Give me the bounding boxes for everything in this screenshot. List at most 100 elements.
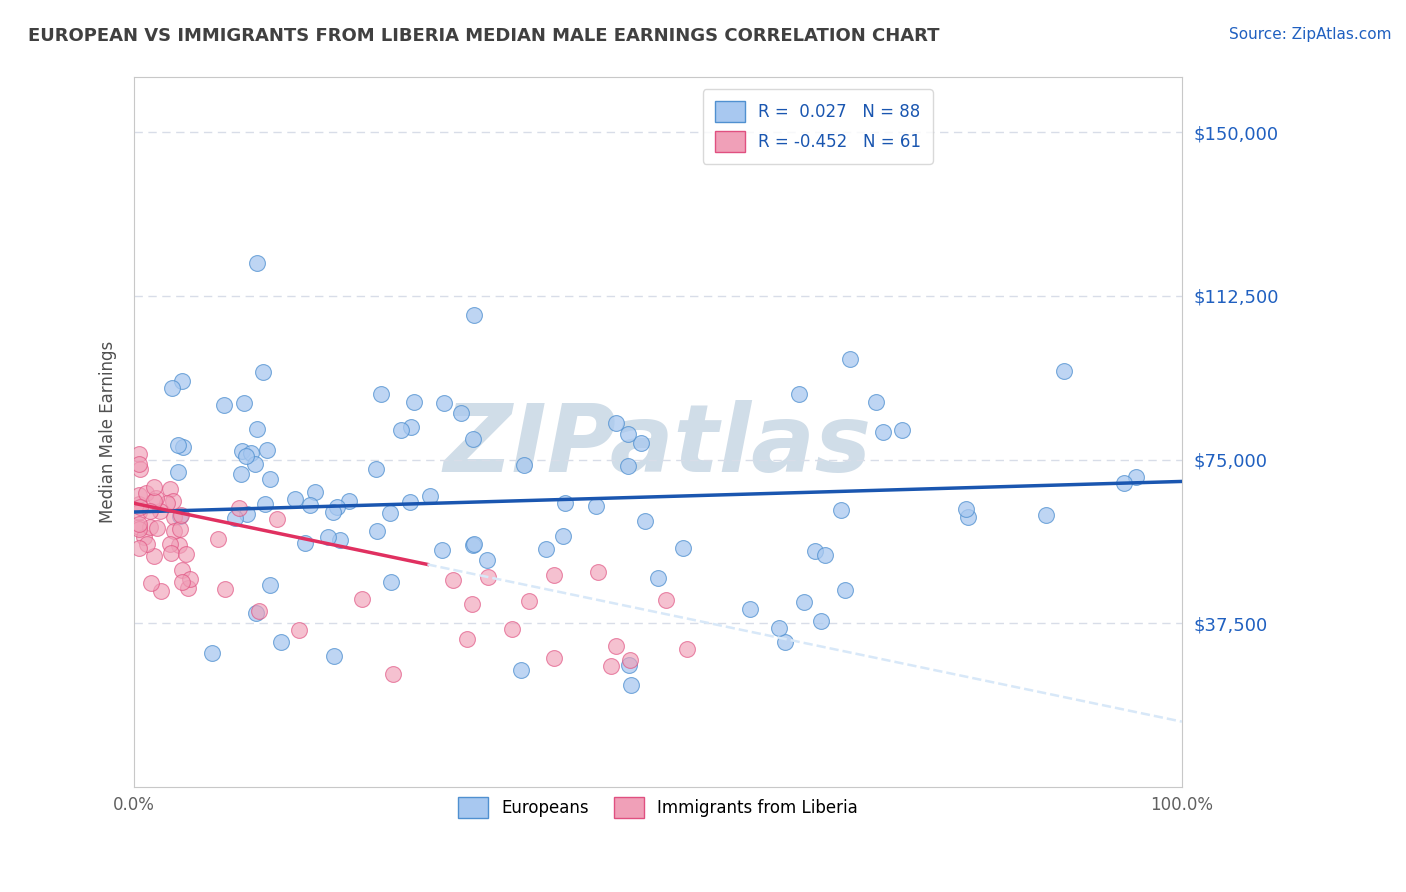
- Point: [256, 442, 278, 457]
- Point: [128, 517, 150, 532]
- Point: [366, 524, 388, 538]
- Point: [128, 500, 150, 515]
- Point: [128, 519, 150, 533]
- Point: [172, 440, 194, 454]
- Point: [585, 499, 607, 513]
- Point: [380, 574, 402, 589]
- Point: [150, 584, 173, 599]
- Point: [517, 594, 540, 608]
- Point: [890, 423, 912, 437]
- Point: [787, 386, 810, 401]
- Point: [865, 395, 887, 409]
- Point: [322, 505, 344, 519]
- Point: [834, 582, 856, 597]
- Point: [463, 537, 485, 551]
- Point: [163, 524, 186, 539]
- Point: [304, 484, 326, 499]
- Point: [159, 536, 181, 550]
- Point: [233, 396, 256, 410]
- Point: [501, 622, 523, 636]
- Point: [246, 256, 269, 270]
- Point: [617, 657, 640, 672]
- Point: [245, 607, 267, 621]
- Point: [252, 365, 274, 379]
- Point: [364, 462, 387, 476]
- Point: [630, 436, 652, 450]
- Point: [284, 491, 307, 506]
- Point: [270, 635, 292, 649]
- Point: [128, 522, 150, 536]
- Point: [247, 604, 270, 618]
- Point: [463, 309, 485, 323]
- Point: [207, 533, 229, 547]
- Point: [586, 566, 609, 580]
- Point: [128, 497, 150, 511]
- Point: [128, 488, 150, 502]
- Point: [740, 601, 762, 615]
- Point: [159, 483, 181, 497]
- Point: [145, 521, 167, 535]
- Point: [299, 498, 322, 512]
- Point: [804, 543, 827, 558]
- Point: [768, 621, 790, 635]
- Point: [675, 641, 697, 656]
- Point: [316, 530, 339, 544]
- Point: [370, 386, 392, 401]
- Point: [128, 447, 150, 461]
- Point: [872, 425, 894, 440]
- Point: [814, 548, 837, 562]
- Point: [169, 523, 191, 537]
- Point: [620, 677, 643, 691]
- Point: [633, 514, 655, 528]
- Point: [513, 458, 536, 472]
- Point: [605, 639, 627, 653]
- Point: [143, 494, 166, 508]
- Point: [810, 614, 832, 628]
- Point: [1112, 475, 1135, 490]
- Point: [212, 399, 235, 413]
- Point: [172, 574, 194, 589]
- Point: [957, 510, 980, 524]
- Point: [174, 547, 197, 561]
- Point: [830, 503, 852, 517]
- Point: [619, 652, 641, 666]
- Point: [1053, 364, 1076, 378]
- Point: [139, 520, 162, 534]
- Point: [350, 592, 373, 607]
- Point: [201, 646, 224, 660]
- Y-axis label: Median Male Earnings: Median Male Earnings: [100, 341, 117, 524]
- Point: [838, 351, 860, 366]
- Point: [245, 457, 267, 471]
- Point: [399, 495, 422, 509]
- Point: [236, 507, 259, 521]
- Point: [647, 571, 669, 585]
- Point: [179, 572, 201, 586]
- Point: [534, 542, 557, 557]
- Point: [135, 486, 157, 500]
- Point: [329, 533, 352, 547]
- Point: [419, 489, 441, 503]
- Point: [294, 536, 316, 550]
- Point: [773, 635, 796, 649]
- Point: [543, 567, 565, 582]
- Text: Source: ZipAtlas.com: Source: ZipAtlas.com: [1229, 27, 1392, 42]
- Point: [176, 581, 198, 595]
- Point: [323, 649, 346, 664]
- Point: [404, 395, 426, 409]
- Point: [337, 494, 360, 508]
- Point: [433, 396, 456, 410]
- Point: [1035, 508, 1057, 522]
- Point: [551, 529, 574, 543]
- Point: [378, 506, 401, 520]
- Point: [128, 457, 150, 471]
- Point: [170, 374, 193, 388]
- Point: [167, 465, 190, 479]
- Point: [159, 546, 181, 560]
- Point: [134, 530, 156, 544]
- Point: [139, 504, 162, 518]
- Point: [235, 449, 257, 463]
- Point: [477, 569, 499, 583]
- Point: [381, 666, 404, 681]
- Point: [167, 538, 190, 552]
- Point: [228, 501, 250, 516]
